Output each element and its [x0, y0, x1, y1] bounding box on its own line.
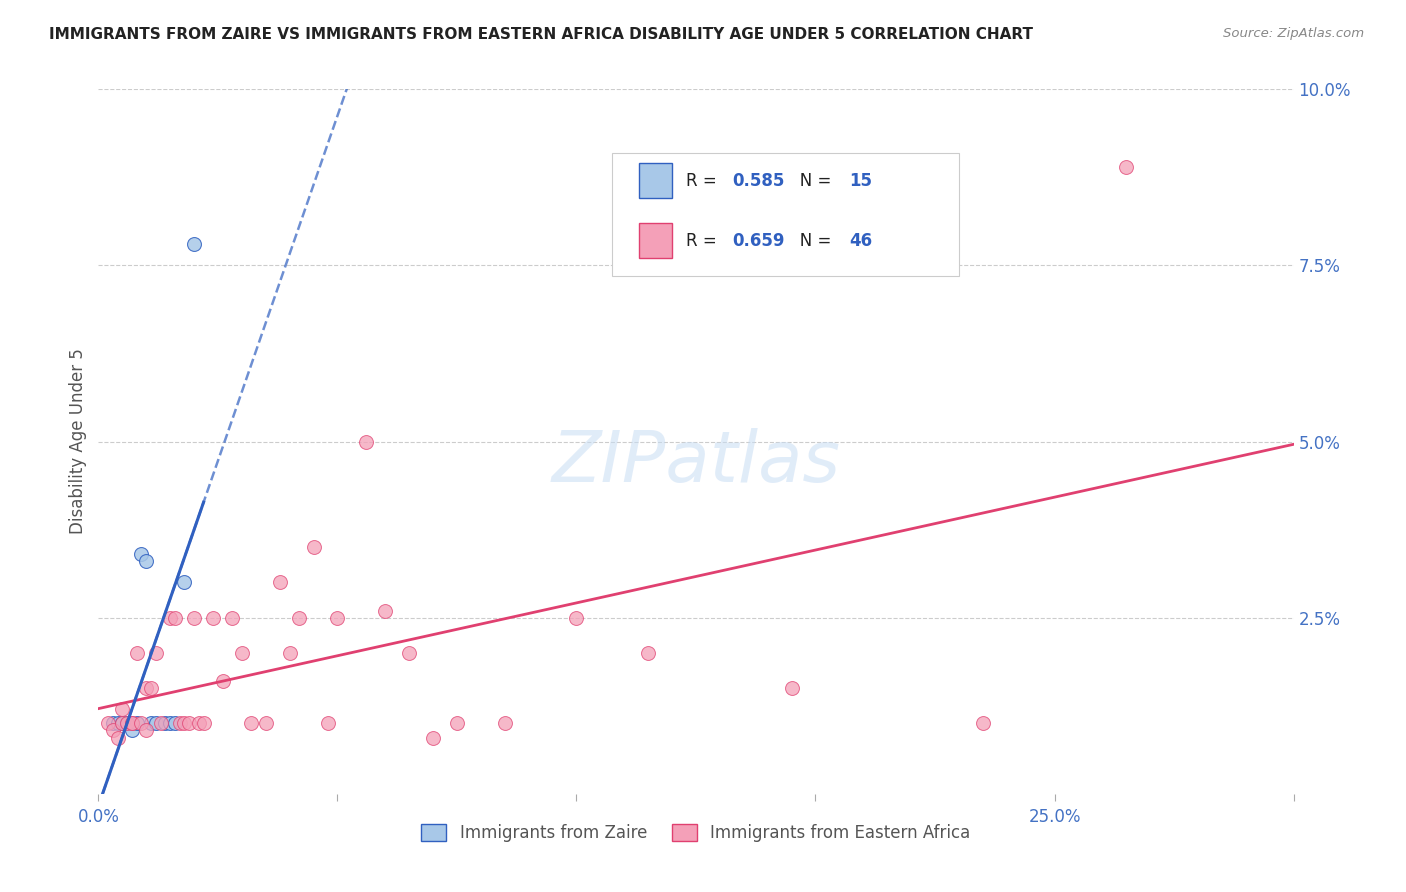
Point — [565, 610, 588, 624]
Text: ZIPatlas: ZIPatlas — [551, 428, 841, 497]
Point — [121, 716, 143, 731]
Point — [159, 610, 181, 624]
Point — [139, 716, 162, 731]
Point — [422, 731, 444, 745]
Point — [302, 540, 325, 554]
Point — [145, 646, 167, 660]
Point — [135, 554, 157, 568]
Point — [326, 610, 349, 624]
Point — [121, 716, 143, 731]
Point — [183, 610, 205, 624]
Text: R =: R = — [686, 232, 723, 250]
Point — [155, 716, 177, 731]
Point — [446, 716, 468, 731]
Point — [101, 716, 124, 731]
Point — [135, 681, 157, 696]
Point — [374, 604, 396, 618]
Point — [972, 716, 994, 731]
Point — [231, 646, 253, 660]
Point — [131, 547, 153, 561]
Point — [107, 731, 129, 745]
Point — [193, 716, 215, 731]
Point — [145, 716, 167, 731]
Point — [111, 716, 134, 731]
Point — [179, 716, 201, 731]
FancyBboxPatch shape — [613, 153, 959, 276]
Point — [125, 646, 148, 660]
Point — [211, 674, 233, 689]
Point — [111, 702, 134, 716]
Point — [173, 575, 195, 590]
Point — [288, 610, 311, 624]
Point — [1115, 160, 1137, 174]
Point — [125, 716, 148, 731]
Legend: Immigrants from Zaire, Immigrants from Eastern Africa: Immigrants from Zaire, Immigrants from E… — [415, 817, 977, 849]
Point — [97, 716, 120, 731]
Text: N =: N = — [785, 232, 837, 250]
Point — [121, 723, 143, 738]
Point — [202, 610, 225, 624]
Point — [183, 237, 205, 252]
FancyBboxPatch shape — [638, 223, 672, 259]
Point — [163, 716, 186, 731]
Point — [316, 716, 339, 731]
Text: IMMIGRANTS FROM ZAIRE VS IMMIGRANTS FROM EASTERN AFRICA DISABILITY AGE UNDER 5 C: IMMIGRANTS FROM ZAIRE VS IMMIGRANTS FROM… — [49, 27, 1033, 42]
Text: N =: N = — [785, 172, 837, 190]
Point — [101, 723, 124, 738]
Point — [135, 723, 157, 738]
Text: Source: ZipAtlas.com: Source: ZipAtlas.com — [1223, 27, 1364, 40]
Point — [163, 610, 186, 624]
Point — [139, 681, 162, 696]
Point — [115, 716, 138, 731]
Y-axis label: Disability Age Under 5: Disability Age Under 5 — [69, 349, 87, 534]
Text: 0.585: 0.585 — [733, 172, 785, 190]
Point — [494, 716, 516, 731]
Point — [240, 716, 263, 731]
Point — [269, 575, 291, 590]
Point — [221, 610, 243, 624]
Point — [149, 716, 172, 731]
Point — [398, 646, 420, 660]
Text: 15: 15 — [849, 172, 872, 190]
Point — [254, 716, 277, 731]
Point — [354, 434, 377, 449]
Text: 46: 46 — [849, 232, 872, 250]
Point — [169, 716, 191, 731]
Point — [111, 716, 134, 731]
Point — [131, 716, 153, 731]
Point — [159, 716, 181, 731]
Point — [173, 716, 195, 731]
Point — [278, 646, 301, 660]
Text: R =: R = — [686, 172, 723, 190]
Point — [115, 716, 138, 731]
Point — [780, 681, 803, 696]
Point — [107, 716, 129, 731]
FancyBboxPatch shape — [638, 163, 672, 198]
Text: 0.659: 0.659 — [733, 232, 785, 250]
Point — [637, 646, 659, 660]
Point — [187, 716, 209, 731]
